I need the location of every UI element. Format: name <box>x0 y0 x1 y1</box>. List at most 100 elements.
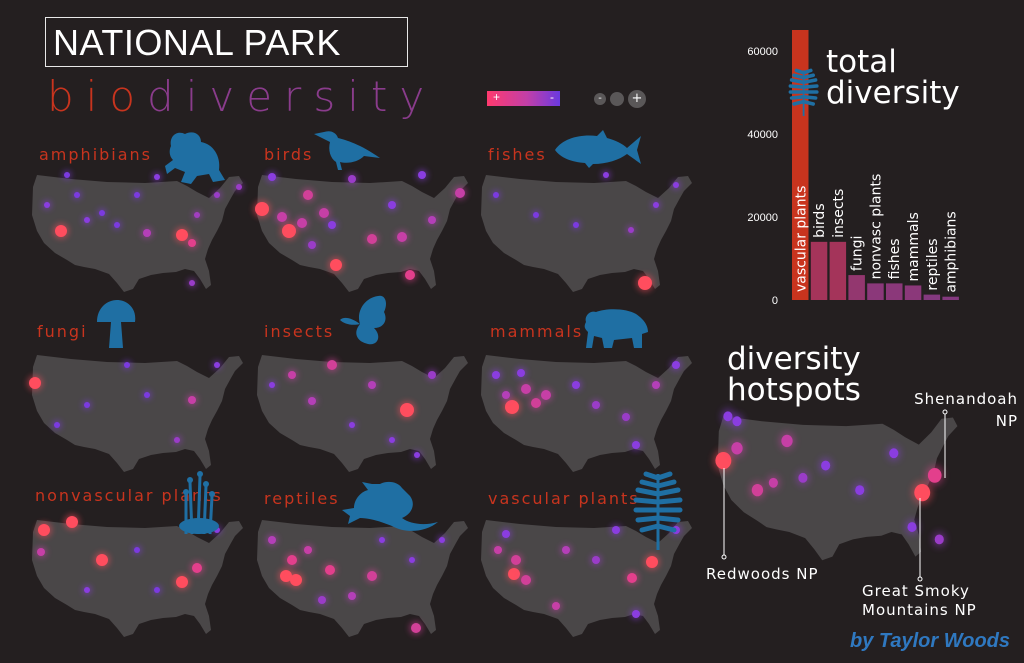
park-dot <box>673 182 679 188</box>
callout-shenandoah-line1: Shenandoah <box>914 390 1018 408</box>
bar-fishes <box>886 283 903 300</box>
park-dot <box>64 172 70 178</box>
park-dot <box>389 437 395 443</box>
park-dot <box>781 434 793 448</box>
park-dot <box>628 227 634 233</box>
park-dot <box>379 537 385 543</box>
park-dot <box>308 397 316 405</box>
bar-label-nonvasc-plants: nonvasc plants <box>868 174 884 280</box>
park-dot <box>84 402 90 408</box>
park-dot <box>541 390 551 400</box>
park-dot <box>531 398 541 408</box>
size-legend-large: + <box>628 90 646 108</box>
callout-great-smoky-line2: Mountains NP <box>862 601 977 619</box>
park-dot <box>99 210 105 216</box>
park-dot <box>318 596 326 604</box>
map-amphibians <box>27 170 244 295</box>
park-dot <box>652 381 660 389</box>
bar-label-amphibians: amphibians <box>944 211 960 292</box>
park-dot <box>287 555 297 565</box>
park-dot <box>414 452 420 458</box>
park-dot <box>192 563 202 573</box>
park-dot <box>934 534 944 545</box>
color-legend-plus: + <box>493 90 501 104</box>
park-dot <box>174 437 180 443</box>
park-dot <box>214 192 220 198</box>
park-dot <box>632 610 640 618</box>
park-dot <box>282 224 296 238</box>
map-label-vascular-plants: vascular plants <box>488 489 640 508</box>
park-dot <box>405 270 415 280</box>
park-dot <box>349 422 355 428</box>
park-dot <box>494 546 502 554</box>
butterfly-icon <box>340 295 386 345</box>
size-legend-plus: + <box>631 91 643 106</box>
park-dot <box>214 362 220 368</box>
park-dot <box>84 217 90 223</box>
park-dot <box>96 554 108 566</box>
map-label-fishes: fishes <box>488 145 547 164</box>
y-tick-label-3: 60000 <box>747 46 778 58</box>
park-dot <box>502 530 510 538</box>
park-dot <box>592 401 600 409</box>
park-dot <box>768 477 778 488</box>
park-dot <box>751 484 764 497</box>
park-dot <box>821 460 831 471</box>
bird-icon <box>314 131 380 170</box>
park-dot <box>492 371 500 379</box>
y-tick-label-0: 0 <box>772 295 778 307</box>
park-dot <box>927 468 942 483</box>
bar-nonvasc-plants <box>867 283 884 300</box>
park-dot <box>348 175 356 183</box>
park-dot <box>511 555 521 565</box>
bar-label-birds: birds <box>812 203 828 237</box>
park-dot <box>562 546 570 554</box>
hotspots-title: diversity hotspots <box>727 344 861 406</box>
map-mammals <box>476 345 696 475</box>
park-dot <box>798 472 808 483</box>
y-tick-label-2: 40000 <box>747 129 778 141</box>
park-dot <box>348 592 356 600</box>
page-title: NATIONAL PARK <box>53 22 341 63</box>
bar-label-fungi: fungi <box>850 236 866 271</box>
park-dot <box>84 587 90 593</box>
park-dot <box>114 222 120 228</box>
park-dot <box>189 280 195 286</box>
park-dot <box>268 536 276 544</box>
author-credit: by Taylor Woods <box>850 630 1011 652</box>
size-legend-medium <box>610 92 624 106</box>
park-dot <box>29 377 41 389</box>
park-dot <box>521 384 531 394</box>
map-label-nonvascular-plants: nonvascular plants <box>35 486 223 505</box>
park-dot <box>388 201 396 209</box>
color-legend-minus: - <box>550 90 554 104</box>
mushroom-icon <box>97 300 136 348</box>
fish-icon <box>555 130 641 168</box>
park-dot <box>327 360 337 370</box>
park-dot <box>367 234 377 244</box>
park-dot <box>397 232 407 242</box>
park-dot <box>297 218 307 228</box>
moss-icon <box>179 471 219 535</box>
map-label-mammals: mammals <box>490 322 584 341</box>
bar-label-fishes: fishes <box>887 238 903 279</box>
park-dot <box>325 565 335 575</box>
park-dot <box>143 229 151 237</box>
park-dot <box>573 222 579 228</box>
park-dot <box>176 576 188 588</box>
park-dot <box>367 571 377 581</box>
park-dot <box>612 526 620 534</box>
park-dot <box>914 484 931 502</box>
park-dot <box>409 557 415 563</box>
park-dot <box>269 382 275 388</box>
park-dot <box>54 422 60 428</box>
bar-fungi <box>848 275 865 300</box>
park-dot <box>176 229 188 241</box>
map-label-fungi: fungi <box>37 322 88 341</box>
map-fungi <box>27 345 247 475</box>
park-dot <box>303 190 313 200</box>
hotspots-title-line2: hotspots <box>727 372 861 408</box>
size-legend-minus: - <box>598 93 602 104</box>
map-label-amphibians: amphibians <box>39 145 153 164</box>
park-dot <box>44 202 50 208</box>
